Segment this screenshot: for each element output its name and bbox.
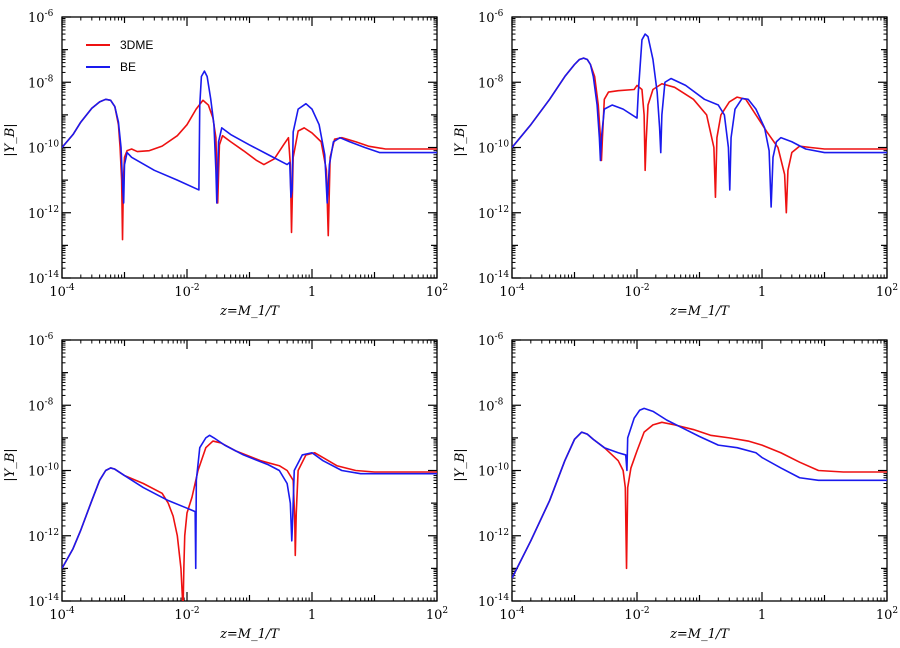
y-tick-label: 10-12 (478, 528, 509, 545)
y-tick-label: 10-6 (478, 9, 504, 26)
legend-label: BE (120, 60, 136, 74)
y-axis-title: |Y_B| (3, 123, 18, 156)
y-tick-label: 10-8 (478, 397, 504, 414)
y-tick-label: 10-8 (28, 397, 54, 414)
series-line-be (62, 70, 437, 204)
y-tick-label: 10-8 (28, 74, 54, 91)
x-tick-label: 1 (308, 285, 316, 300)
y-tick-label: 10-6 (28, 9, 54, 26)
chart-panel-3: 10-4 10-2 1 102 10-14 10-12 10-10 10-8 10-6 z=M_1… (3, 332, 448, 642)
y-tick-label: 10-14 (478, 270, 509, 287)
x-tick-label: 10-4 (499, 606, 525, 623)
y-axis-title: |Y_B| (3, 448, 18, 481)
y-tick-label: 10-14 (478, 593, 509, 610)
chart-panel-1: 10-4 10-2 1 102 10-14 10-12 10-10 10-8 10-6 z=M_1… (3, 9, 448, 319)
x-tick-label: 10-2 (174, 283, 199, 300)
plot-frame (511, 16, 888, 279)
x-tick-label: 102 (876, 606, 898, 623)
x-tick-label: 10-4 (49, 283, 75, 300)
legend: 3DME BE (86, 38, 153, 74)
chart-panel-4: 10-4 10-2 1 102 10-14 10-12 10-10 10-8 10-6 z=M_1… (453, 332, 898, 642)
series-group (62, 434, 437, 601)
y-tick-label: 10-8 (478, 74, 504, 91)
x-tick-label: 102 (426, 283, 448, 300)
x-tick-label: 1 (758, 285, 766, 300)
y-tick-label: 10-12 (28, 205, 59, 222)
y-tick-label: 10-12 (28, 528, 59, 545)
x-tick-label: 10-2 (624, 283, 649, 300)
x-tick-label: 10-4 (499, 283, 525, 300)
y-axis-title: |Y_B| (453, 448, 468, 481)
y-tick-label: 10-10 (478, 463, 509, 480)
x-tick-label: 1 (758, 608, 766, 623)
y-tick-label: 10-6 (478, 332, 504, 349)
x-axis-title: z=M_1/T (669, 304, 730, 319)
series-line-3dme (512, 421, 887, 579)
y-axis-title: |Y_B| (453, 123, 468, 156)
axis-ticks (511, 16, 888, 279)
x-tick-label: 10-2 (174, 606, 199, 623)
series-line-be (62, 434, 437, 570)
x-tick-label: 102 (426, 606, 448, 623)
series-group (512, 407, 887, 579)
y-tick-label: 10-6 (28, 332, 54, 349)
legend-label: 3DME (120, 38, 153, 52)
series-group (512, 33, 887, 214)
series-line-3dme (512, 57, 887, 214)
x-axis-title: z=M_1/T (219, 627, 280, 642)
series-line-be (512, 33, 887, 208)
y-tick-label: 10-10 (28, 140, 59, 157)
x-tick-label: 1 (308, 608, 316, 623)
y-tick-label: 10-10 (28, 463, 59, 480)
chart-panel-2: 10-4 10-2 1 102 10-14 10-12 10-10 10-8 10-6 z=M_1… (453, 9, 898, 319)
x-tick-label: 102 (876, 283, 898, 300)
series-line-3dme (62, 440, 437, 601)
y-tick-label: 10-14 (28, 593, 59, 610)
y-tick-label: 10-12 (478, 205, 509, 222)
y-tick-label: 10-14 (28, 270, 59, 287)
axis-ticks (61, 16, 438, 279)
series-line-be (512, 407, 887, 579)
x-tick-label: 10-2 (624, 606, 649, 623)
x-tick-label: 10-4 (49, 606, 75, 623)
series-group (62, 70, 437, 241)
x-axis-title: z=M_1/T (219, 304, 280, 319)
x-axis-title: z=M_1/T (669, 627, 730, 642)
y-tick-label: 10-10 (478, 140, 509, 157)
axis-ticks (511, 339, 888, 602)
